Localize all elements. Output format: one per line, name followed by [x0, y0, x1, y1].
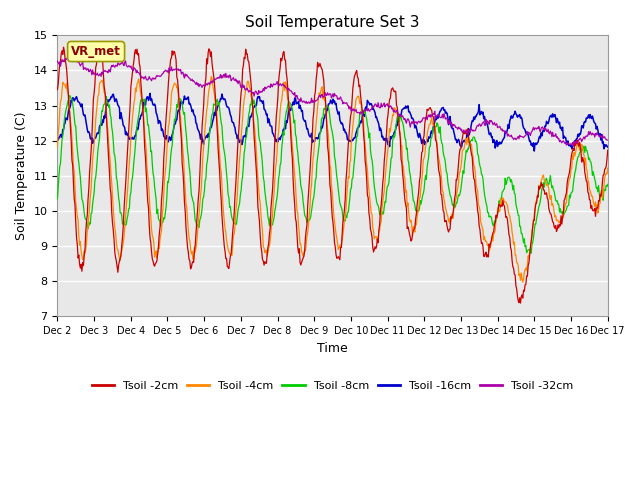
Y-axis label: Soil Temperature (C): Soil Temperature (C) [15, 112, 28, 240]
Text: VR_met: VR_met [71, 45, 121, 58]
X-axis label: Time: Time [317, 342, 348, 355]
Legend: Tsoil -2cm, Tsoil -4cm, Tsoil -8cm, Tsoil -16cm, Tsoil -32cm: Tsoil -2cm, Tsoil -4cm, Tsoil -8cm, Tsoi… [88, 376, 578, 395]
Title: Soil Temperature Set 3: Soil Temperature Set 3 [245, 15, 420, 30]
